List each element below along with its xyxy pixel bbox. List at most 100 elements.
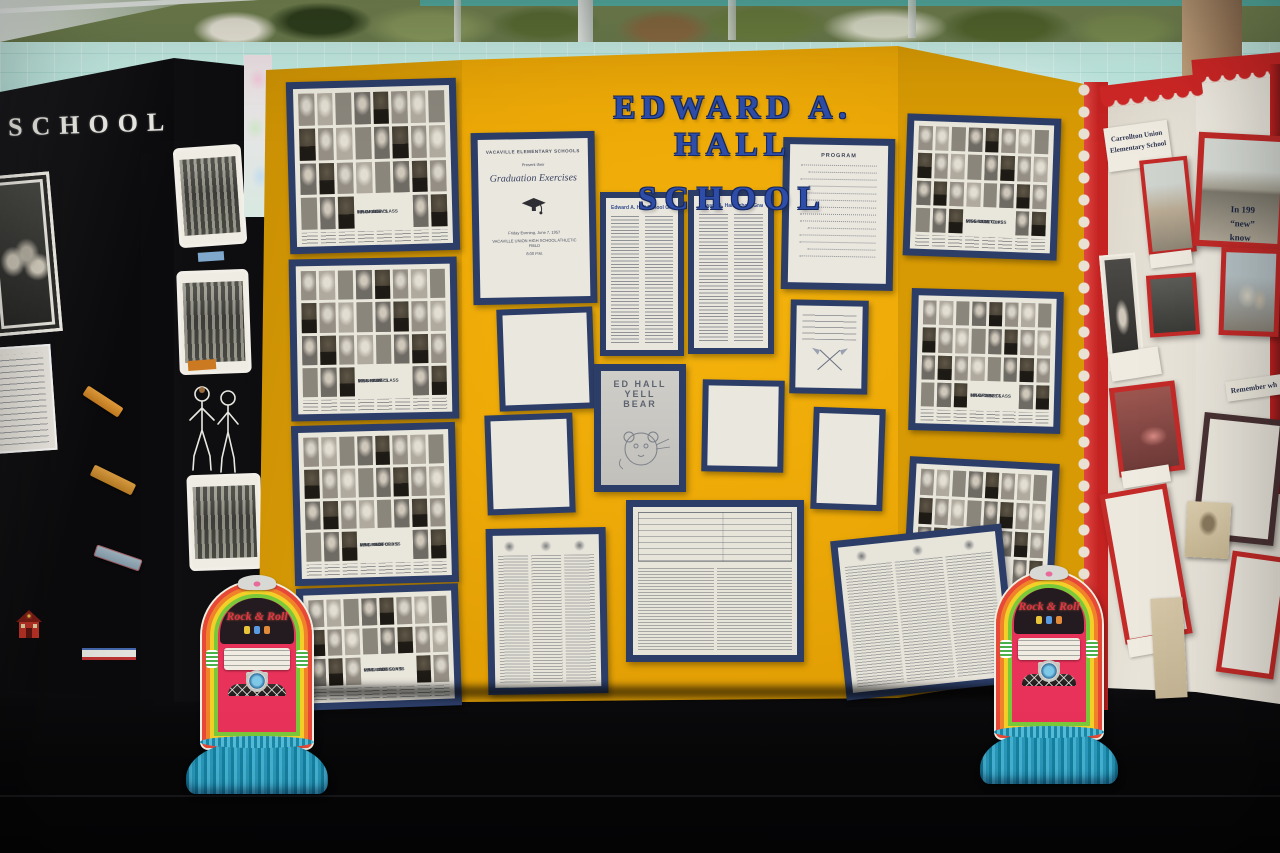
- student-portrait: [338, 196, 355, 229]
- student-portrait: [415, 625, 431, 654]
- student-portrait: [393, 160, 410, 193]
- typed-lines: [802, 311, 857, 341]
- group-photo: [179, 156, 241, 236]
- student-portrait: [391, 91, 408, 124]
- jukebox-figures: [244, 625, 270, 634]
- student-portrait: [433, 654, 450, 683]
- jukebox-centerpiece-right: Rock & Roll: [980, 565, 1118, 784]
- student-portrait: [379, 627, 396, 655]
- student-portrait: [934, 126, 950, 152]
- class-caption: MRS. REDFORD'S 4th GRADE CLASS 1956 - 1957: [359, 541, 401, 548]
- student-portrait: [937, 382, 952, 408]
- news-column: [638, 567, 714, 650]
- handwritten-page: [0, 343, 58, 455]
- student-portrait: [304, 500, 321, 531]
- student-portrait: [300, 270, 317, 301]
- student-portrait: [951, 126, 966, 152]
- student-portrait: [1019, 357, 1034, 382]
- student-portrait: [950, 499, 966, 526]
- class-photo-sheet-mat: MR. STEELE'S 6th GRADE CLASS 1956 - 1957: [908, 288, 1064, 434]
- student-portrait: [322, 500, 339, 530]
- student-portrait: [345, 657, 362, 686]
- student-portrait: [429, 497, 446, 527]
- report-page-mat: [626, 500, 804, 662]
- report-columns: [638, 567, 792, 650]
- teal-beam: [420, 0, 1280, 6]
- student-portrait: [321, 468, 338, 498]
- graduates-list-mat: Edward A. Hall School Graduates: [688, 190, 774, 354]
- honeycomb-base: [186, 736, 328, 794]
- board-title-line2: SCHOOL: [638, 181, 828, 217]
- student-portrait: [414, 596, 430, 624]
- white-post: [454, 0, 461, 44]
- bear-drawing-mat: ED HALL YELL BEAR: [594, 364, 686, 492]
- program-line: [799, 232, 876, 237]
- student-portrait: [410, 125, 428, 158]
- student-portrait: [429, 124, 446, 158]
- student-portrait: [955, 301, 970, 326]
- student-portrait: [320, 335, 337, 365]
- student-portrait: [393, 466, 410, 496]
- student-portrait: [397, 626, 413, 654]
- student-portrait: [394, 498, 410, 528]
- class-photo-sheet: MISS ROWE'S 5th GRADE CLASS 1956 - 1957: [295, 263, 453, 415]
- student-portrait: [374, 435, 391, 465]
- student-portrait: [325, 599, 342, 627]
- student-portrait: [984, 128, 1000, 153]
- student-portrait: [1016, 473, 1032, 501]
- class-photo-sheet: MR. McDOW'S 5th GRADE CLASS 1956 - 1957: [292, 84, 454, 248]
- student-portrait: [412, 529, 429, 560]
- student-portrait: [412, 498, 428, 528]
- student-portrait: [375, 334, 392, 364]
- group-photo: [192, 484, 258, 560]
- chalk-stick-figures: [184, 382, 246, 476]
- graduates-list: Edward A. Hall School Graduates: [694, 196, 768, 348]
- newspaper-masthead: [497, 539, 594, 553]
- student-portrait: [430, 159, 447, 192]
- student-portrait: [431, 595, 448, 623]
- student-portrait: [354, 126, 372, 159]
- student-portrait: [1033, 157, 1049, 182]
- student-portrait: [339, 367, 356, 397]
- student-portrait: [984, 472, 999, 499]
- student-portrait: [988, 302, 1003, 327]
- student-portrait: [411, 466, 427, 496]
- student-portrait: [938, 328, 953, 353]
- student-portrait: [1015, 502, 1030, 529]
- name-column: [734, 213, 763, 341]
- orange-tag: [187, 359, 217, 371]
- jukebox-grille: [1022, 674, 1076, 686]
- group-photo: [182, 280, 246, 364]
- name-column: [645, 215, 673, 343]
- student-portrait: [953, 382, 968, 408]
- typed-memo: [502, 312, 590, 406]
- student-portrait: [318, 162, 335, 195]
- student-portrait: [1031, 503, 1046, 530]
- graduation-program-mat: VACAVILLE ELEMENTARY SCHOOLS Present the…: [470, 130, 598, 306]
- typed-memo: [816, 412, 880, 506]
- flags-page: [795, 305, 863, 389]
- student-portrait: [355, 161, 373, 194]
- graduates-columns: [611, 215, 673, 343]
- student-portrait: [1032, 474, 1048, 502]
- class-photo-sheet: MR. STEELE'S 6th GRADE CLASS 1956 - 1957: [915, 295, 1057, 427]
- student-portrait: [316, 93, 334, 126]
- student-portrait: [918, 497, 933, 524]
- student-portrait: [429, 300, 446, 331]
- jukebox-window: Rock & Roll: [1014, 588, 1084, 634]
- student-portrait: [432, 625, 449, 653]
- student-portrait: [361, 598, 377, 626]
- class-photo-sheet: MISS STANTON'S 5th GRADE CLASS 1956 - 1957: [909, 120, 1055, 254]
- bear-text-line1: ED HALL: [613, 379, 667, 389]
- student-portrait: [374, 269, 391, 300]
- student-portrait: [428, 90, 445, 123]
- student-names-row: [914, 234, 1046, 252]
- student-portrait: [972, 301, 987, 327]
- jukebox-record-slats: [224, 648, 290, 670]
- school-building-photo: [1143, 160, 1193, 252]
- red-scallop-top-border: [1191, 52, 1280, 78]
- white-post: [728, 0, 736, 40]
- graduates-list-title: Edward A. Hall School Graduates: [611, 205, 673, 211]
- class-photo-sheet-mat: MISS STANTON'S 5th GRADE CLASS 1956 - 1957: [902, 113, 1062, 261]
- student-portrait: [355, 270, 372, 300]
